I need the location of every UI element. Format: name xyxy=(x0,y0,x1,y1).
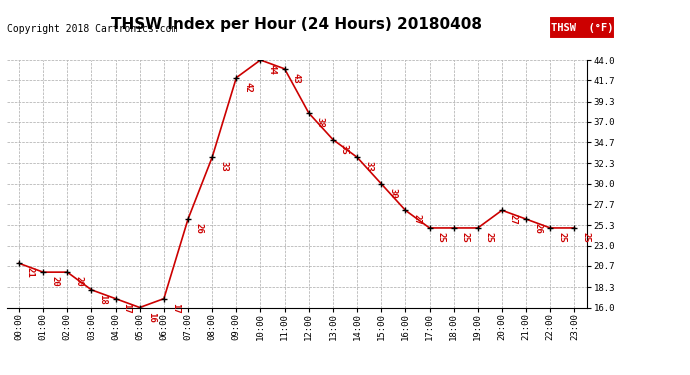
Text: 26: 26 xyxy=(533,223,542,234)
Text: 18: 18 xyxy=(99,294,108,305)
Text: 27: 27 xyxy=(509,214,518,225)
Text: 42: 42 xyxy=(244,82,253,93)
Text: 27: 27 xyxy=(413,214,422,225)
Text: 21: 21 xyxy=(26,267,35,278)
Text: 35: 35 xyxy=(340,144,349,154)
Text: 16: 16 xyxy=(147,312,156,322)
Text: 17: 17 xyxy=(123,303,132,313)
Text: 25: 25 xyxy=(582,232,591,243)
Text: 25: 25 xyxy=(558,232,566,243)
Text: Copyright 2018 Cartronics.com: Copyright 2018 Cartronics.com xyxy=(7,24,177,34)
Text: 20: 20 xyxy=(75,276,83,287)
Text: THSW Index per Hour (24 Hours) 20180408: THSW Index per Hour (24 Hours) 20180408 xyxy=(111,17,482,32)
Text: 33: 33 xyxy=(219,161,228,172)
Text: 25: 25 xyxy=(485,232,494,243)
Text: 43: 43 xyxy=(292,73,301,84)
Text: THSW  (°F): THSW (°F) xyxy=(551,23,613,33)
Text: 17: 17 xyxy=(171,303,180,313)
Text: 38: 38 xyxy=(316,117,325,128)
Text: 25: 25 xyxy=(437,232,446,243)
Text: 26: 26 xyxy=(195,223,204,234)
Text: 33: 33 xyxy=(364,161,373,172)
Text: 30: 30 xyxy=(388,188,397,199)
Text: 44: 44 xyxy=(268,64,277,75)
Text: 20: 20 xyxy=(50,276,59,287)
Text: 25: 25 xyxy=(461,232,470,243)
